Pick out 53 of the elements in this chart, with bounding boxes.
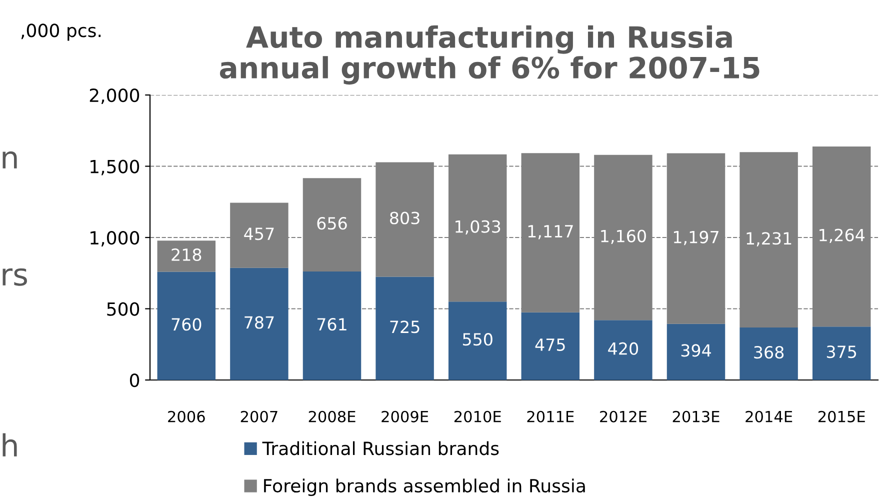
x-tick-label: 2008E (308, 410, 356, 422)
data-label: 1,033 (456, 220, 500, 235)
chart-title: Auto manufacturing in Russia annual growth of 6% for 2007-15 (220, 25, 760, 85)
x-tick-label: 2011E (527, 410, 574, 422)
bar (521, 312, 580, 380)
data-label: 760 (172, 318, 202, 331)
bar (448, 302, 507, 380)
data-label: 725 (390, 320, 420, 334)
x-tick-label: 2009E (382, 410, 428, 422)
data-label: 394 (681, 344, 711, 357)
bar (230, 268, 288, 380)
text: n (2, 151, 17, 168)
x-tick-label: 2013E (672, 410, 720, 422)
x-tick-label: 2010E (454, 410, 501, 422)
bar (157, 240, 216, 272)
x-tick-label: 2015E (818, 410, 865, 422)
bar (157, 272, 216, 380)
bar (812, 326, 871, 380)
y-axis-title: ,000 pcs. (21, 24, 101, 41)
x-tick-label: 2014E (746, 410, 792, 422)
y-tick-label: 1,000 (90, 230, 140, 246)
x-tick-label: 2006 (168, 410, 205, 422)
data-label: 803 (390, 212, 420, 224)
x-tick-label: 2007 (240, 410, 278, 422)
data-label: 656 (317, 217, 347, 230)
y-tick-label: 500 (107, 302, 140, 316)
bar (666, 324, 726, 380)
data-label: 550 (462, 333, 492, 346)
data-label: 1,231 (746, 232, 792, 246)
data-label: 457 (244, 228, 274, 240)
data-label: 761 (317, 318, 346, 331)
bar (302, 272, 362, 380)
y-tick-label: 2,000 (90, 88, 140, 104)
data-label: 787 (244, 316, 274, 329)
data-label: 1,197 (674, 230, 718, 246)
data-label: 368 (754, 346, 784, 359)
data-label: 420 (608, 342, 638, 355)
x-tick-label: 2012E (600, 410, 646, 422)
data-label: 375 (826, 346, 856, 358)
bar (740, 328, 798, 380)
data-label: 1,160 (601, 230, 646, 244)
text: h (2, 433, 17, 456)
y-tick-label: 1,500 (90, 160, 140, 176)
text: rs (2, 268, 27, 286)
legend-label: Foreign brands assembled in Russia (264, 478, 585, 496)
bar (594, 320, 652, 380)
data-label: 475 (535, 338, 565, 351)
data-label: 218 (172, 248, 202, 262)
data-label: 1,264 (820, 228, 865, 244)
bar (376, 276, 434, 380)
y-tick-label: 0 (130, 373, 140, 388)
data-label: 1,117 (528, 225, 573, 240)
legend-label: Traditional Russian brands (262, 441, 499, 456)
